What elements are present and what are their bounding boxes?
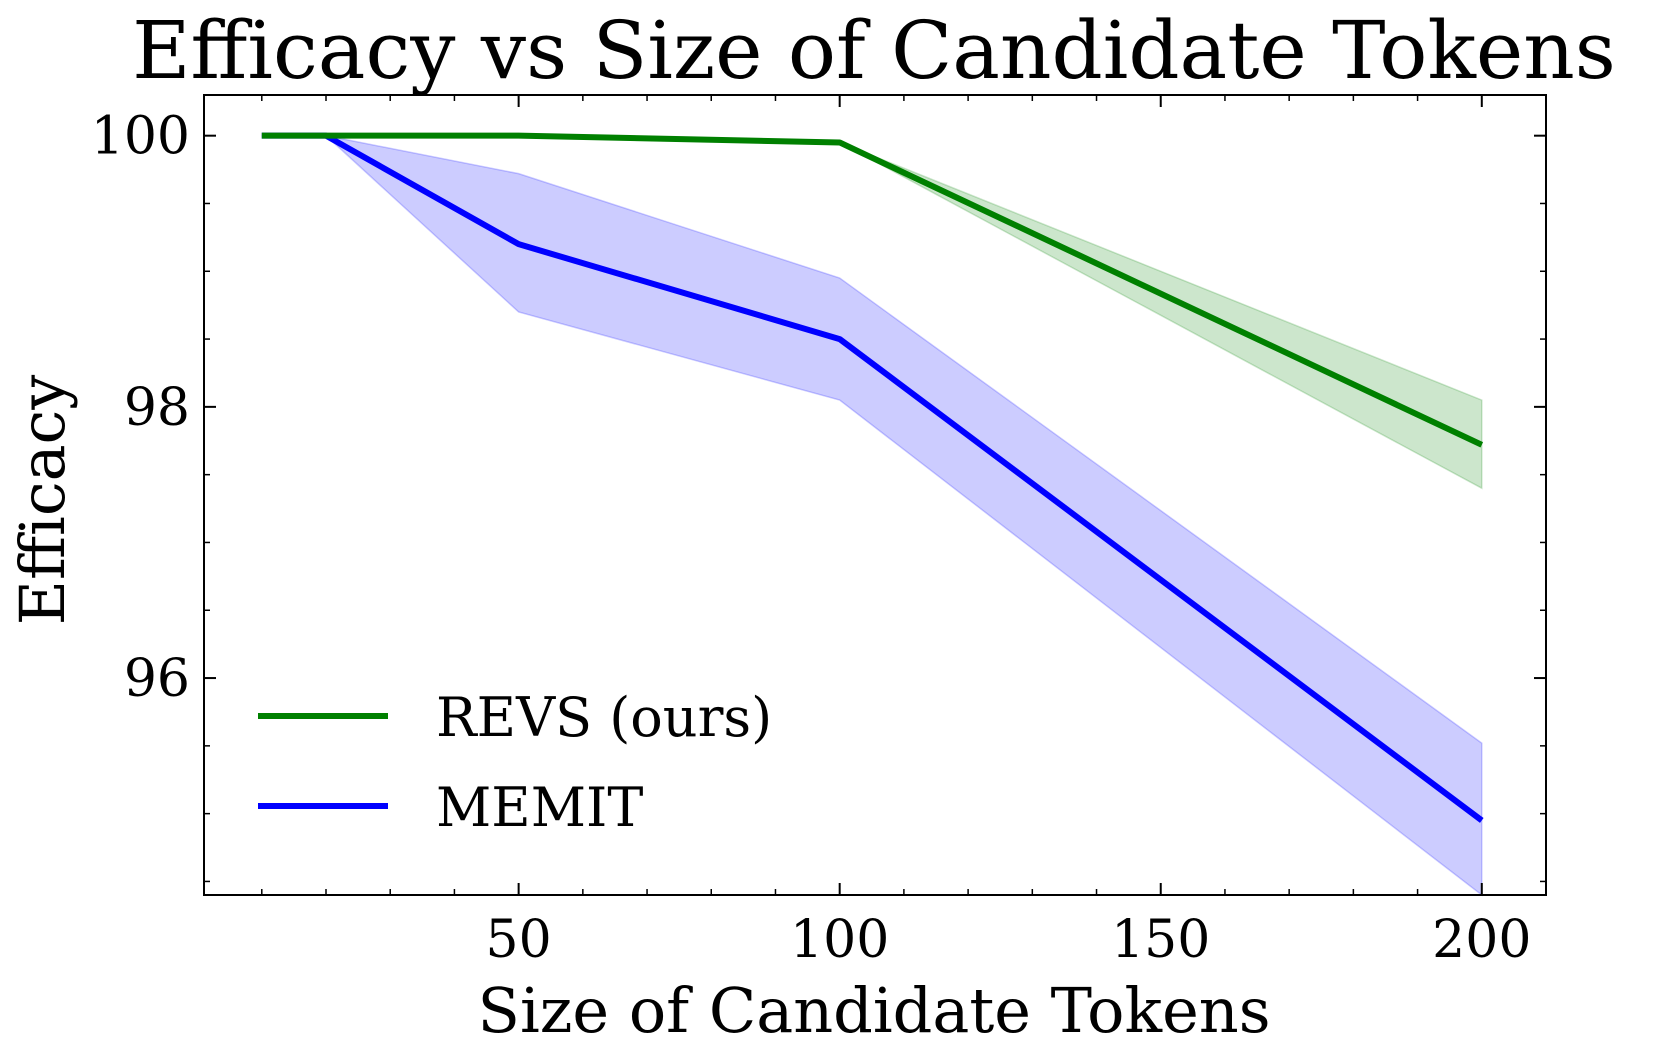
x-axis-label: Size of Candidate Tokens [477, 974, 1270, 1047]
x-tick-label: 200 [1432, 910, 1531, 970]
legend-label-memit: MEMIT [436, 776, 643, 839]
plot-frame [203, 94, 1547, 896]
legend: REVS (ours) MEMIT [258, 686, 772, 839]
x-tick-label: 50 [486, 910, 552, 970]
x-tick-label: 150 [1111, 910, 1210, 970]
chart-title: Efficacy vs Size of Candidate Tokens [132, 4, 1616, 97]
legend-label-revs: REVS (ours) [436, 686, 772, 749]
series-lines [261, 132, 1484, 823]
y-axis-label: Efficacy [6, 375, 79, 626]
y-tick-label: 98 [124, 378, 190, 438]
y-tick-label: 100 [91, 107, 190, 167]
y-tick-label: 96 [124, 649, 190, 709]
series-line-revs-ours [261, 132, 1484, 448]
x-tick-label: 100 [790, 910, 889, 970]
tick-labels: 50 100 150 200 96 98 100 [91, 107, 1532, 970]
